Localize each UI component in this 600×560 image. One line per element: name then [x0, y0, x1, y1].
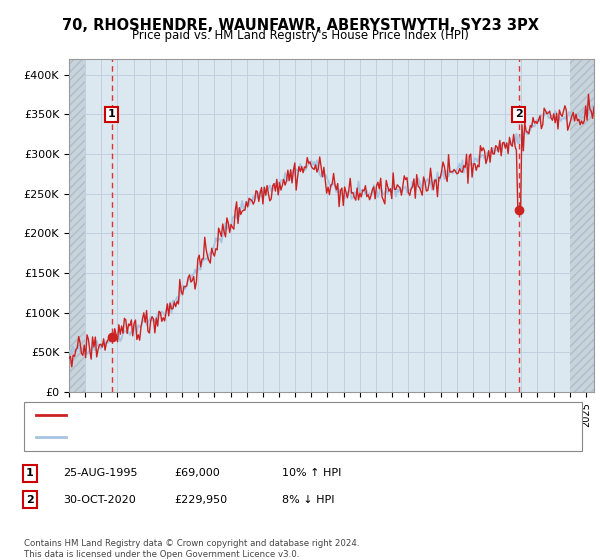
Text: 2: 2 [515, 109, 523, 119]
Text: 2: 2 [26, 494, 34, 505]
Text: £229,950: £229,950 [174, 494, 227, 505]
Bar [570, 59, 594, 392]
Text: 70, RHOSHENDRE, WAUNFAWR, ABERYSTWYTH, SY23 3PX (detached house): 70, RHOSHENDRE, WAUNFAWR, ABERYSTWYTH, S… [75, 410, 470, 421]
Text: HPI: Average price, detached house, Ceredigion: HPI: Average price, detached house, Cere… [75, 432, 325, 442]
Text: 1: 1 [108, 109, 116, 119]
Text: Price paid vs. HM Land Registry's House Price Index (HPI): Price paid vs. HM Land Registry's House … [131, 29, 469, 42]
Text: 25-AUG-1995: 25-AUG-1995 [63, 468, 137, 478]
Text: 1: 1 [26, 468, 34, 478]
Bar [69, 59, 85, 392]
Text: Contains HM Land Registry data © Crown copyright and database right 2024.
This d: Contains HM Land Registry data © Crown c… [24, 539, 359, 559]
Text: £69,000: £69,000 [174, 468, 220, 478]
Text: 10% ↑ HPI: 10% ↑ HPI [282, 468, 341, 478]
Text: 70, RHOSHENDRE, WAUNFAWR, ABERYSTWYTH, SY23 3PX: 70, RHOSHENDRE, WAUNFAWR, ABERYSTWYTH, S… [62, 18, 539, 33]
Text: 8% ↓ HPI: 8% ↓ HPI [282, 494, 335, 505]
Text: 30-OCT-2020: 30-OCT-2020 [63, 494, 136, 505]
